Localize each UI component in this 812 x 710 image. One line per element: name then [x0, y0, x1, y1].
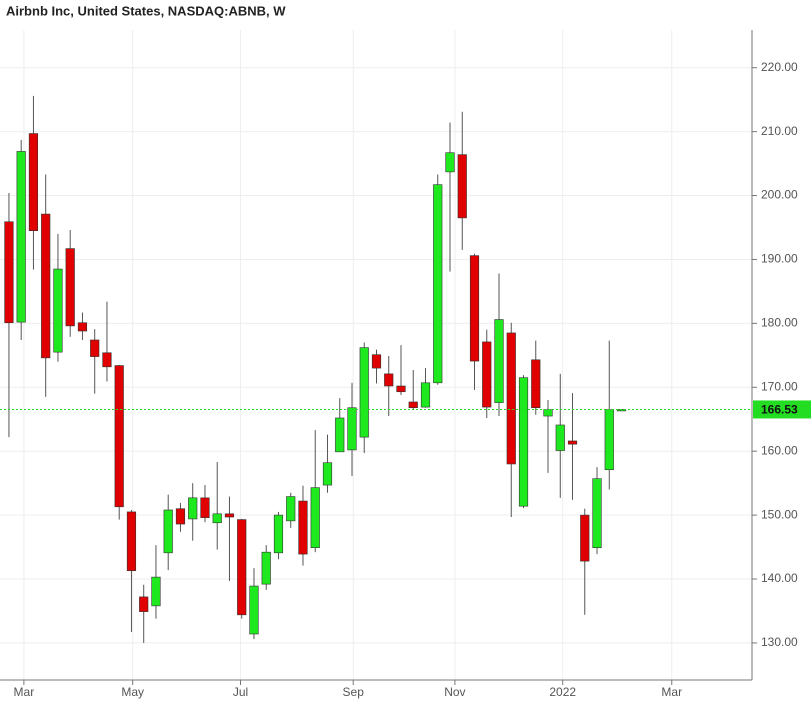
candle-body — [151, 576, 161, 607]
candle-body — [90, 339, 100, 357]
y-tick-label: 210.00 — [761, 124, 798, 138]
y-tick-label: 150.00 — [761, 507, 798, 521]
candle-body — [126, 511, 137, 572]
candle-body — [396, 385, 406, 393]
candle-body — [322, 462, 333, 486]
candle-body — [261, 551, 271, 585]
candle-body — [273, 514, 284, 554]
chart-title: Airbnb Inc, United States, NASDAQ:ABNB, … — [6, 3, 286, 18]
candle-body — [531, 359, 541, 409]
candle-body — [286, 496, 296, 522]
candle-body — [384, 373, 394, 387]
candle-body — [139, 596, 149, 612]
candle-body — [335, 417, 345, 453]
candle-body — [41, 213, 51, 359]
candle-body — [445, 152, 455, 173]
candle-body — [77, 322, 88, 332]
last-price-box — [753, 400, 811, 419]
candle-body — [494, 319, 504, 403]
candle-body — [16, 151, 26, 323]
candle-body — [580, 514, 590, 562]
candle-body — [65, 248, 75, 327]
candle-body — [4, 221, 14, 324]
candle-body — [347, 407, 357, 451]
y-tick-label: 140.00 — [761, 571, 798, 585]
candle-body — [175, 508, 186, 525]
x-tick-label: Nov — [444, 685, 465, 699]
candle-body — [28, 133, 39, 231]
x-tick-label: 2022 — [549, 685, 576, 699]
candle-body — [114, 365, 124, 508]
candle-body — [298, 500, 308, 555]
candle-body — [469, 255, 480, 362]
candle-body — [518, 377, 529, 507]
candle-body — [53, 268, 63, 353]
y-tick-label: 190.00 — [761, 252, 798, 266]
candle-body — [200, 497, 210, 518]
candle-body — [359, 347, 369, 438]
x-tick-label: Sep — [343, 685, 365, 699]
candle-body — [543, 409, 553, 417]
last-price-label: 166.53 — [761, 403, 798, 417]
candle-body — [310, 487, 320, 548]
candle-body — [237, 519, 247, 616]
candle-body — [371, 354, 382, 369]
candle-body — [592, 478, 602, 548]
x-tick-label: Mar — [14, 685, 35, 699]
candle-body — [249, 585, 259, 635]
candle-body — [188, 497, 198, 520]
x-tick-label: May — [121, 685, 144, 699]
candle-body — [555, 424, 565, 451]
y-tick-label: 220.00 — [761, 60, 798, 74]
y-tick-label: 130.00 — [761, 635, 798, 649]
candle-body — [506, 332, 516, 465]
candle-body — [457, 154, 467, 219]
candle-body — [482, 341, 492, 408]
y-tick-label: 200.00 — [761, 188, 798, 202]
x-tick-label: Mar — [661, 685, 682, 699]
candle-body — [433, 184, 443, 384]
candle-body — [224, 513, 235, 518]
candle-body — [420, 382, 431, 408]
x-tick-label: Jul — [233, 685, 248, 699]
y-tick-label: 180.00 — [761, 316, 798, 330]
candle-body — [163, 509, 173, 554]
candle-body — [212, 513, 222, 524]
candle-body — [604, 409, 614, 471]
y-tick-label: 170.00 — [761, 379, 798, 393]
candle-body — [567, 440, 578, 445]
candle-body — [408, 401, 418, 409]
y-tick-label: 160.00 — [761, 443, 798, 457]
candle-body — [102, 352, 112, 368]
